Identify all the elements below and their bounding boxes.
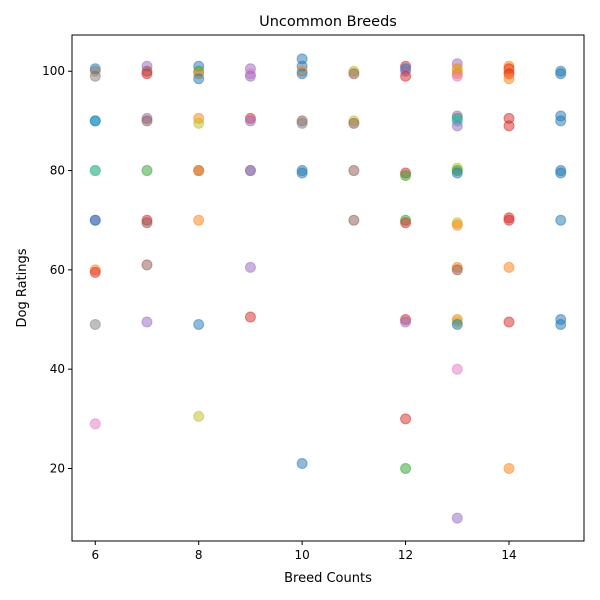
data-point: [348, 68, 360, 80]
data-point: [451, 70, 463, 82]
data-point: [400, 413, 412, 425]
data-point: [296, 68, 308, 80]
data-point: [451, 318, 463, 330]
data-point: [451, 167, 463, 179]
data-point: [400, 70, 412, 82]
x-tick-label: 10: [295, 548, 310, 562]
data-point: [89, 63, 101, 75]
y-axis-label: Dog Ratings: [15, 248, 30, 327]
data-point: [89, 165, 101, 177]
data-point: [193, 410, 205, 422]
data-point: [244, 70, 256, 82]
data-point: [451, 120, 463, 132]
data-point: [141, 68, 153, 80]
x-tick-label: 12: [398, 548, 413, 562]
data-point: [348, 117, 360, 129]
plot-frame: [71, 34, 585, 542]
chart-title: Uncommon Breeds: [259, 14, 397, 30]
data-point: [451, 512, 463, 524]
data-point: [555, 318, 567, 330]
data-point: [89, 318, 101, 330]
y-tick-label: 60: [50, 263, 65, 277]
data-point: [555, 115, 567, 127]
data-point: [89, 115, 101, 127]
data-point: [244, 311, 256, 323]
data-point: [244, 165, 256, 177]
points-layer: [89, 53, 567, 524]
data-point: [89, 418, 101, 430]
data-point: [451, 219, 463, 231]
data-point: [555, 68, 567, 80]
data-point: [400, 463, 412, 475]
data-point: [503, 463, 515, 475]
data-point: [141, 259, 153, 271]
data-point: [348, 165, 360, 177]
data-point: [555, 167, 567, 179]
data-point: [89, 266, 101, 278]
data-point: [193, 117, 205, 129]
x-axis-label: Breed Counts: [284, 571, 372, 586]
data-point: [503, 120, 515, 132]
data-point: [400, 170, 412, 182]
data-point: [296, 458, 308, 470]
data-point: [451, 264, 463, 276]
data-point: [296, 117, 308, 129]
data-point: [141, 115, 153, 127]
data-point: [244, 261, 256, 273]
y-tick-label: 100: [42, 64, 65, 78]
y-tick-label: 80: [50, 164, 65, 178]
ticks-layer: 6 8 10 12 14 20 40 60 80 100: [42, 64, 517, 562]
data-point: [348, 214, 360, 226]
data-point: [296, 167, 308, 179]
data-point: [400, 217, 412, 229]
data-point: [503, 261, 515, 273]
data-point: [503, 214, 515, 226]
y-tick-label: 40: [50, 362, 65, 376]
data-point: [193, 165, 205, 177]
data-point: [89, 214, 101, 226]
data-point: [193, 318, 205, 330]
data-point: [555, 214, 567, 226]
data-point: [141, 316, 153, 328]
data-point: [141, 217, 153, 229]
data-point: [451, 363, 463, 375]
y-tick-label: 20: [50, 462, 65, 476]
x-tick-label: 14: [501, 548, 516, 562]
x-tick-label: 8: [195, 548, 203, 562]
data-point: [193, 214, 205, 226]
x-tick-label: 6: [91, 548, 99, 562]
data-point: [400, 316, 412, 328]
data-point: [244, 115, 256, 127]
data-point: [193, 73, 205, 85]
data-point: [141, 165, 153, 177]
data-point: [503, 316, 515, 328]
data-point: [503, 73, 515, 85]
